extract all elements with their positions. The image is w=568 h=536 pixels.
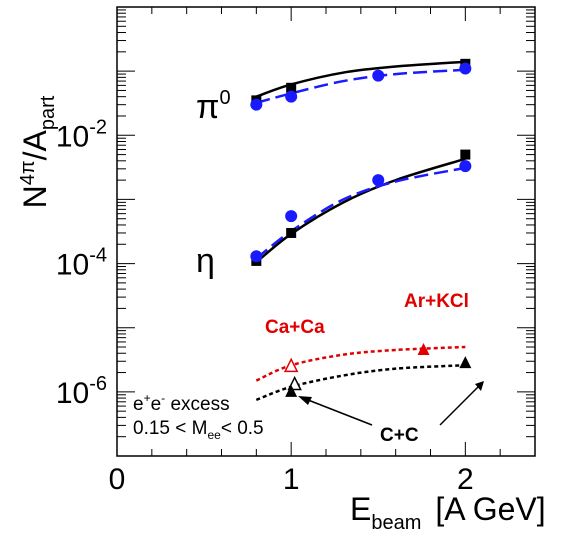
fit-curve [255, 166, 466, 260]
data-point-circle [459, 62, 472, 75]
data-point-circle [372, 174, 385, 187]
excess-e1: e [133, 394, 144, 415]
cc-label: C+C [380, 425, 419, 446]
mass-range-label: 0.15 < Mee< 0.5 [133, 418, 264, 442]
excess-label: e+e- excess [133, 391, 230, 415]
x-axis-label: Ebeam [A GeV] [350, 491, 546, 531]
excess-e2: e [151, 394, 162, 415]
y-axis-label-sub: part [37, 95, 59, 130]
plot-area: 0 1 210-210-410-6 [56, 6, 536, 496]
ca-ca-label: Ca+Ca [265, 317, 325, 338]
y-tick-label-base: 10 [56, 249, 89, 282]
y-axis-label-sup: 4π [17, 160, 39, 185]
data-point-triangle [417, 342, 430, 355]
mass-range-start: 0.15 < M [133, 418, 207, 439]
fit-curve [255, 60, 466, 98]
cc-arrow-left [302, 397, 373, 426]
cc-arrowhead-left [298, 396, 312, 405]
eta-label: η [196, 242, 215, 280]
pi0-symbol: π [196, 88, 219, 126]
mass-range-end: < 0.5 [221, 418, 264, 439]
excess-word: excess [165, 394, 229, 415]
y-tick-label-exponent: -2 [89, 116, 107, 138]
y-axis-label-slash: /A [17, 129, 53, 160]
cc-arrow-right [439, 384, 481, 426]
y-axis-label-base: N [17, 185, 53, 208]
data-point-triangle-open [283, 357, 299, 373]
y-tick-label-exponent: -6 [89, 373, 107, 395]
pi0-label: π0 [196, 87, 231, 126]
x-tick-label: 1 [283, 463, 300, 496]
excess-minus: - [161, 391, 165, 405]
fit-curve [256, 68, 466, 105]
x-tick-label: 2 [457, 463, 474, 496]
y-tick-label-base: 10 [56, 120, 89, 153]
excess-plus: + [144, 391, 151, 405]
y-tick-label: 10-4 [56, 245, 107, 282]
cc-arrowhead-right [475, 381, 484, 391]
data-point-triangle [459, 356, 472, 369]
ar-kcl-label: Ar+KCl [404, 291, 469, 312]
data-point-square [286, 82, 297, 93]
data-point-circle [285, 90, 298, 103]
data-point-square [460, 149, 471, 160]
y-axis-label: N4π/Apart [17, 95, 59, 208]
data-point-circle [459, 160, 472, 173]
y-tick-label-exponent: -4 [89, 245, 107, 267]
data-point-triangle [285, 384, 298, 397]
data-point-square [286, 227, 297, 238]
y-tick-label: 10-2 [56, 116, 107, 153]
plot-frame [116, 6, 536, 457]
y-tick-label: 10-6 [56, 373, 107, 410]
y-tick-label-base: 10 [56, 377, 89, 410]
fit-curve [255, 157, 466, 264]
mass-range-sub: ee [207, 428, 221, 442]
data-point-circle [285, 210, 298, 223]
pi0-superscript: 0 [219, 87, 230, 109]
fit-curve [255, 363, 466, 402]
data-point-circle [250, 250, 263, 263]
fit-curve [255, 345, 466, 382]
x-axis-label-units: [A GeV] [435, 491, 545, 527]
x-tick-label: 0 [109, 463, 126, 496]
data-point-circle [372, 69, 385, 82]
x-axis-label-base: E [350, 491, 371, 527]
data-point-circle [250, 98, 263, 111]
x-axis-label-sub: beam [371, 512, 421, 531]
